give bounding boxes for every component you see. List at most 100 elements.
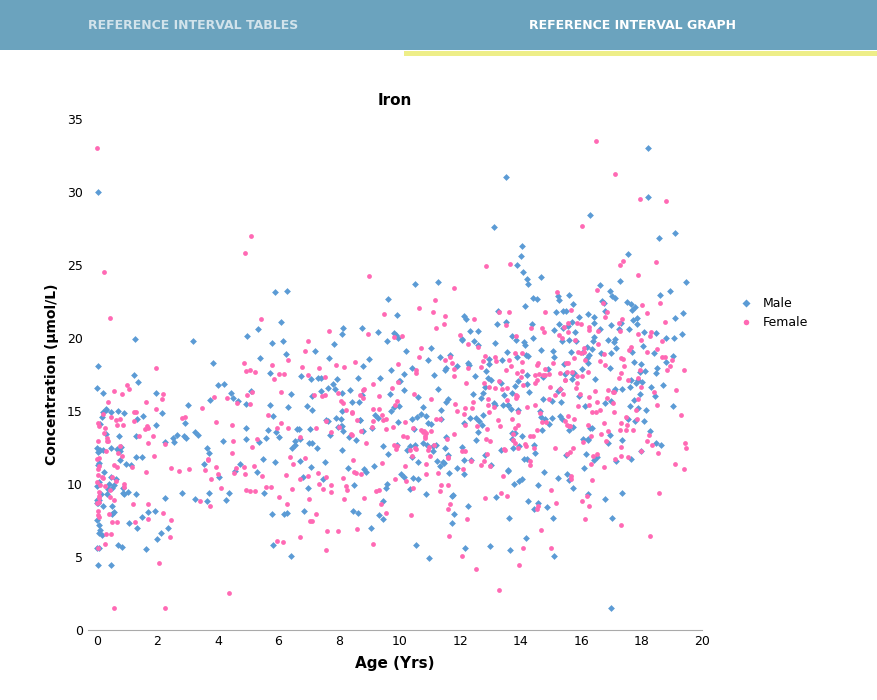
Point [440,480,454,491]
Point [367,461,381,472]
Point [117,407,131,419]
Point [659,357,673,368]
Point [529,293,543,304]
Point [97,267,111,278]
Point [639,346,653,358]
Point [502,512,516,524]
Point [375,513,389,524]
Point [460,357,474,368]
Point [498,172,512,183]
Point [318,416,332,427]
Point [551,290,565,302]
Point [514,473,528,484]
Point [209,416,223,427]
Point [204,474,218,485]
Point [300,400,314,412]
Point [574,370,588,382]
Point [467,313,481,324]
Point [456,454,470,466]
Point [324,427,338,438]
Point [225,435,239,447]
Point [109,476,123,487]
Point [649,400,663,411]
Point [438,363,453,374]
Point [553,383,567,394]
Point [90,382,104,393]
Point [510,406,524,417]
Point [433,413,447,424]
Point [471,415,485,426]
Point [475,388,489,399]
Point [658,195,672,206]
Point [95,471,109,482]
Point [461,360,475,371]
Point [587,332,601,343]
Point [357,493,371,504]
Point [340,463,354,474]
Point [375,496,389,507]
Point [639,308,653,319]
Point [100,436,114,447]
Point [588,407,602,418]
Point [580,491,594,502]
Point [535,425,549,436]
Point [116,419,130,430]
Point [306,390,320,401]
Point [342,431,356,442]
Point [410,456,424,468]
Point [559,357,573,368]
Point [488,356,503,367]
Point [430,276,444,288]
Point [633,445,647,456]
Point [367,410,381,421]
Point [524,318,538,329]
Point [561,475,575,486]
Point [318,456,332,468]
Point [528,377,542,388]
Point [510,352,524,363]
Point [649,363,663,374]
Point [293,431,307,442]
Point [546,551,560,562]
Point [149,419,163,430]
Point [501,399,515,410]
Point [465,402,479,414]
Point [92,496,106,507]
Point [438,442,452,454]
Point [345,407,359,419]
Point [567,367,581,378]
Point [311,478,325,489]
Point [597,305,611,316]
Point [612,275,626,286]
Point [396,384,410,395]
Point [265,359,279,370]
Point [597,311,611,322]
Point [465,389,479,400]
Point [122,518,136,529]
Point [90,418,104,429]
Point [633,359,647,370]
Point [503,360,517,372]
Point [91,460,105,471]
Point [649,438,663,449]
Point [492,307,506,318]
Point [606,386,620,398]
Point [619,297,633,308]
Point [131,377,145,388]
Point [281,423,295,434]
Point [633,446,647,457]
Point [488,337,502,348]
Point [321,326,335,337]
Point [383,365,397,376]
Point [92,457,106,468]
Point [116,389,130,400]
Point [599,307,613,318]
Point [248,486,262,497]
Point [595,295,609,307]
Point [623,400,637,412]
Point [419,440,433,451]
Point [564,304,578,315]
Point [98,403,112,414]
Point [117,482,131,493]
Point [625,314,639,326]
